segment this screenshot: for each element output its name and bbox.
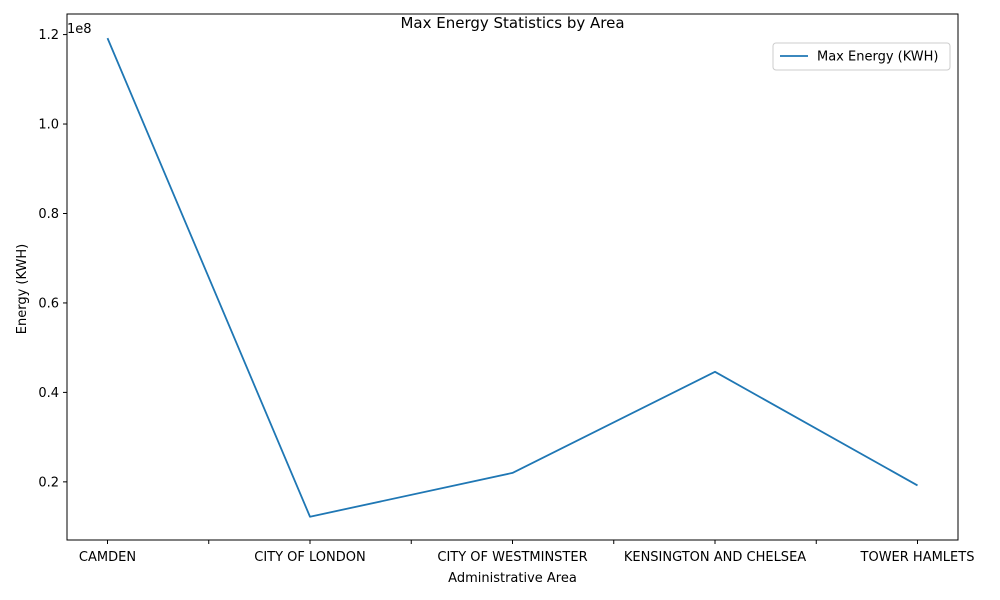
x-tick-label: TOWER HAMLETS bbox=[860, 550, 975, 565]
y-tick-label: 0.2 bbox=[38, 475, 59, 490]
legend-box bbox=[772, 42, 951, 71]
y-tick-label: 1.0 bbox=[38, 118, 59, 133]
y-tick-label: 1.2 bbox=[38, 28, 59, 43]
y-axis-label: Energy (KWH) bbox=[15, 244, 30, 334]
y-tick-label: 0.4 bbox=[38, 386, 59, 401]
x-tick-label: CITY OF WESTMINSTER bbox=[437, 550, 587, 565]
x-tick-label: CITY OF LONDON bbox=[254, 550, 365, 565]
y-axis-offset-label: 1e8 bbox=[67, 22, 92, 37]
legend-label: Max Energy (KWH) bbox=[817, 50, 939, 65]
plot-area: 0.2 0.4 0.6 0.8 1.0 1.2 CAMDEN CITY OF LONDON CI… bbox=[38, 13, 975, 565]
legend: Max Energy (KWH) bbox=[772, 42, 951, 71]
y-tick-label: 0.8 bbox=[38, 207, 59, 222]
y-tick-label: 0.6 bbox=[38, 296, 59, 311]
x-tick-label: CAMDEN bbox=[79, 550, 136, 565]
chart-title: Max Energy Statistics by Area bbox=[400, 14, 624, 32]
x-axis-label: Administrative Area bbox=[448, 571, 577, 586]
x-tick-label: KENSINGTON AND CHELSEA bbox=[624, 550, 806, 565]
